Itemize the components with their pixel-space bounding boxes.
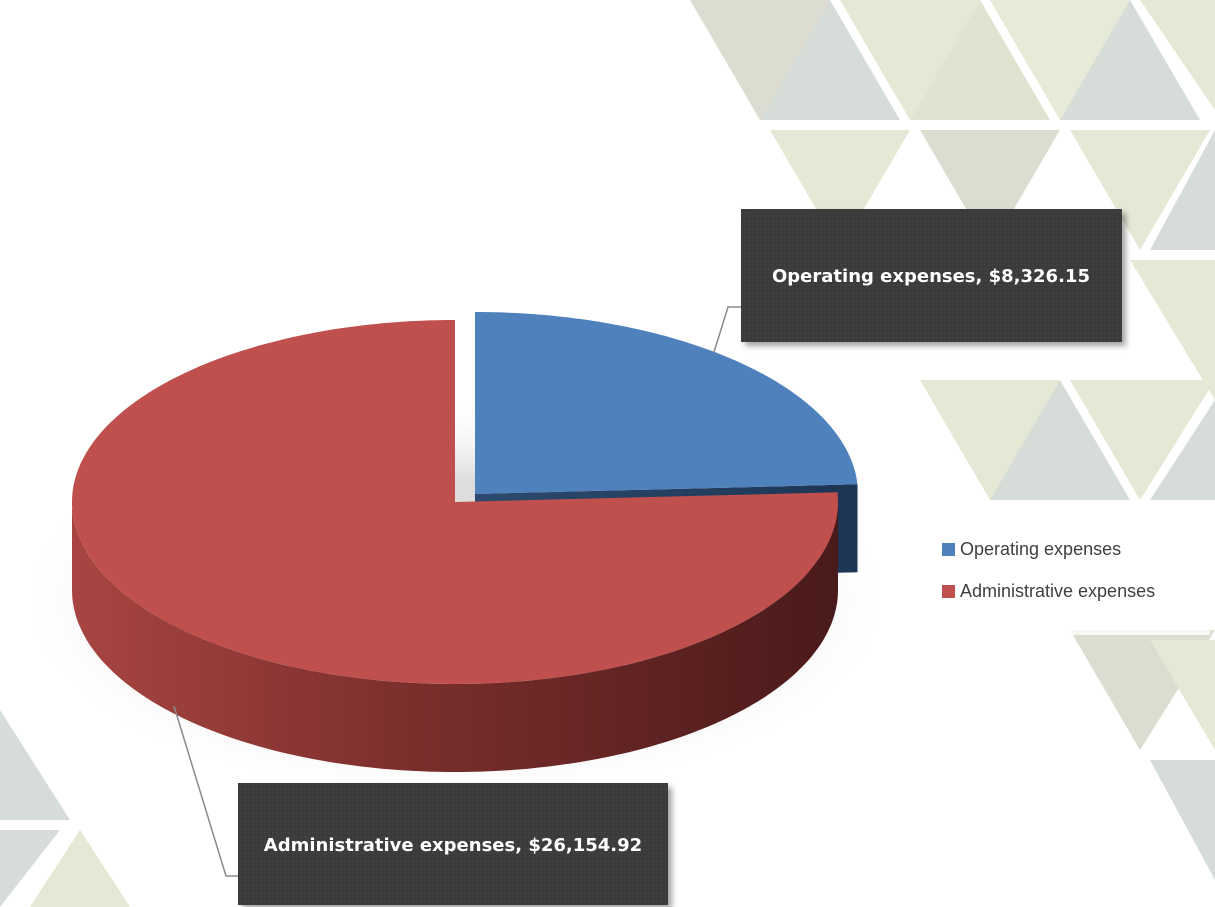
legend-entries: Operating expenses Administrative expense… xyxy=(942,539,1155,601)
legend xyxy=(930,525,1210,635)
slice xyxy=(475,312,858,494)
data-label: Administrative expenses, $26,154.92 xyxy=(264,835,642,856)
data-label: Operating expenses, $8,326.15 xyxy=(772,266,1090,287)
data-label-box xyxy=(238,783,668,905)
pie xyxy=(72,312,858,772)
slice xyxy=(72,320,838,684)
slice-side xyxy=(72,502,838,772)
leader-line xyxy=(713,306,741,353)
legend-label: Administrative expenses xyxy=(960,581,1155,601)
legend-label: Operating expenses xyxy=(960,539,1121,559)
legend-swatch xyxy=(942,585,955,598)
legend-swatch xyxy=(942,543,955,556)
data-label-box xyxy=(741,209,1122,342)
leader-line xyxy=(173,705,238,877)
